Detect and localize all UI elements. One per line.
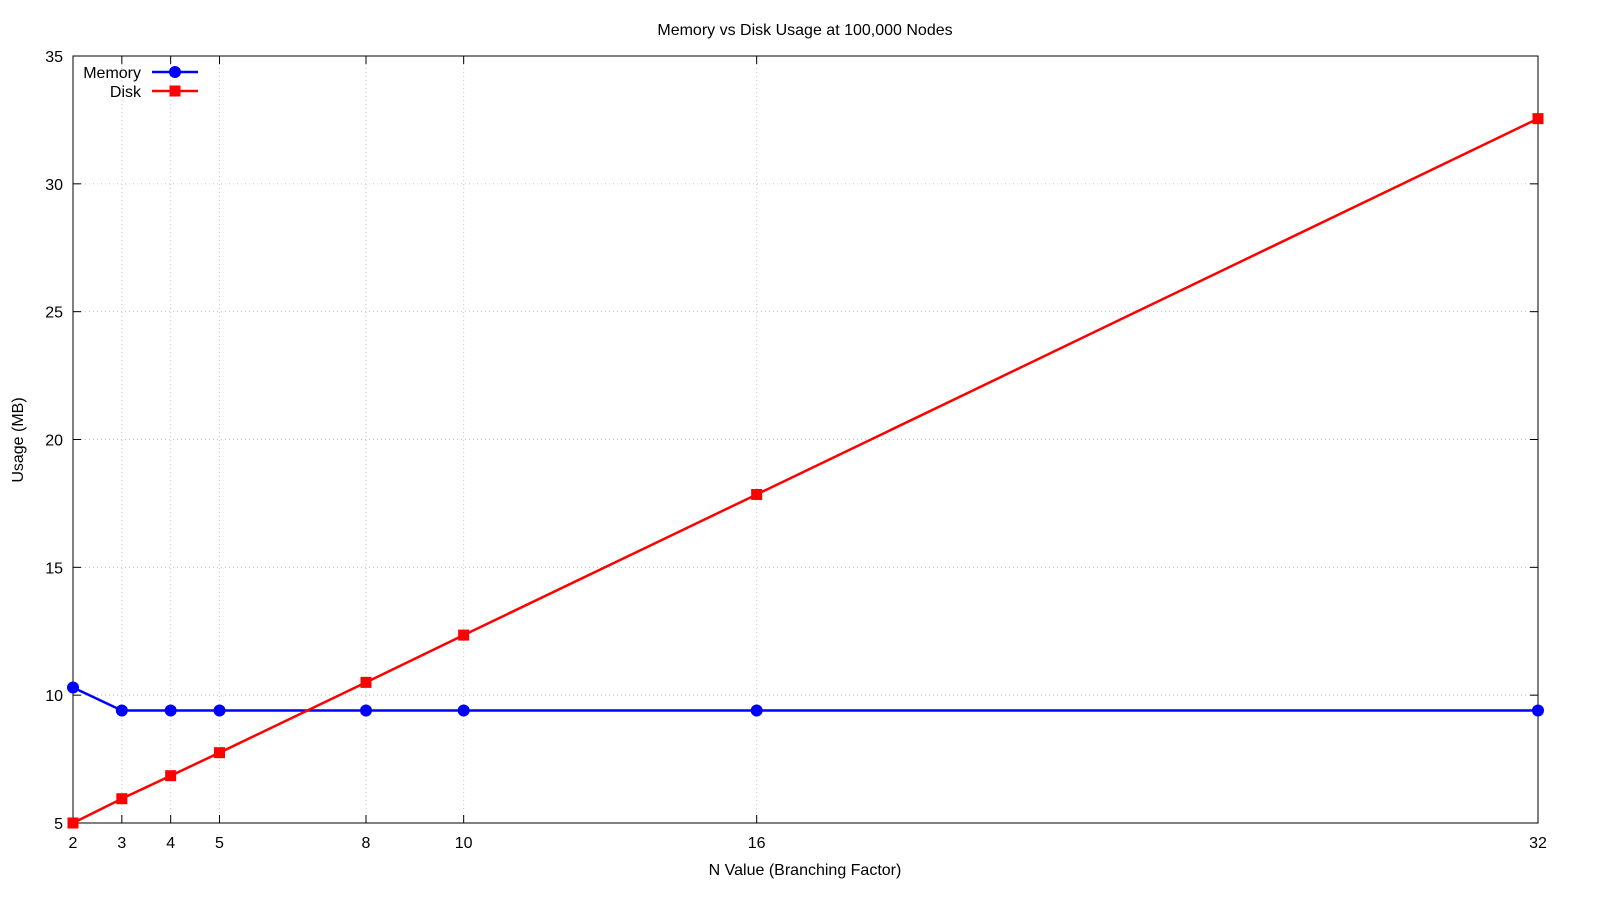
x-tick-label: 16 — [748, 835, 766, 852]
memory-point — [165, 705, 177, 717]
memory-point — [116, 705, 128, 717]
chart-title: Memory vs Disk Usage at 100,000 Nodes — [657, 22, 952, 39]
memory-point — [751, 705, 763, 717]
y-tick-label: 20 — [45, 433, 63, 450]
disk-line — [73, 119, 1538, 823]
ticks-layer: 2 3 4 5 8 10 16 32 5 10 15 20 25 30 35 — [45, 49, 1547, 852]
disk-point — [1533, 113, 1544, 124]
legend-label-disk: Disk — [110, 84, 142, 101]
memory-point — [67, 681, 79, 693]
legend-label-memory: Memory — [83, 65, 141, 82]
disk-point — [116, 793, 127, 804]
y-tick-label: 35 — [45, 49, 63, 66]
y-tick-label: 15 — [45, 560, 63, 577]
disk-point — [68, 818, 79, 829]
disk-point — [458, 630, 469, 641]
legend-marker-memory — [169, 66, 181, 78]
legend-marker-disk — [170, 86, 181, 97]
memory-point — [1532, 705, 1544, 717]
y-tick-label: 10 — [45, 688, 63, 705]
memory-series — [67, 681, 1544, 716]
x-tick-label: 2 — [69, 835, 78, 852]
memory-point — [214, 705, 226, 717]
x-tick-label: 10 — [455, 835, 473, 852]
disk-point — [214, 747, 225, 758]
x-tick-label: 8 — [362, 835, 371, 852]
legend-item-memory: Memory — [83, 65, 198, 82]
disk-point — [165, 770, 176, 781]
y-tick-label: 5 — [54, 816, 63, 833]
disk-point — [361, 677, 372, 688]
y-axis-title: Usage (MB) — [10, 397, 27, 482]
y-tick-label: 25 — [45, 305, 63, 322]
x-axis-title: N Value (Branching Factor) — [709, 862, 902, 879]
legend: Memory Disk — [83, 65, 198, 101]
x-tick-label: 5 — [215, 835, 224, 852]
disk-point — [751, 489, 762, 500]
series-layer — [67, 113, 1544, 828]
x-tick-label: 3 — [117, 835, 126, 852]
memory-point — [458, 705, 470, 717]
x-tick-label: 4 — [166, 835, 175, 852]
y-tick-label: 30 — [45, 177, 63, 194]
memory-line — [73, 688, 1538, 711]
x-tick-label: 32 — [1529, 835, 1547, 852]
legend-item-disk: Disk — [110, 84, 198, 101]
memory-point — [360, 705, 372, 717]
disk-series — [68, 113, 1544, 828]
grid-layer — [73, 56, 1538, 823]
